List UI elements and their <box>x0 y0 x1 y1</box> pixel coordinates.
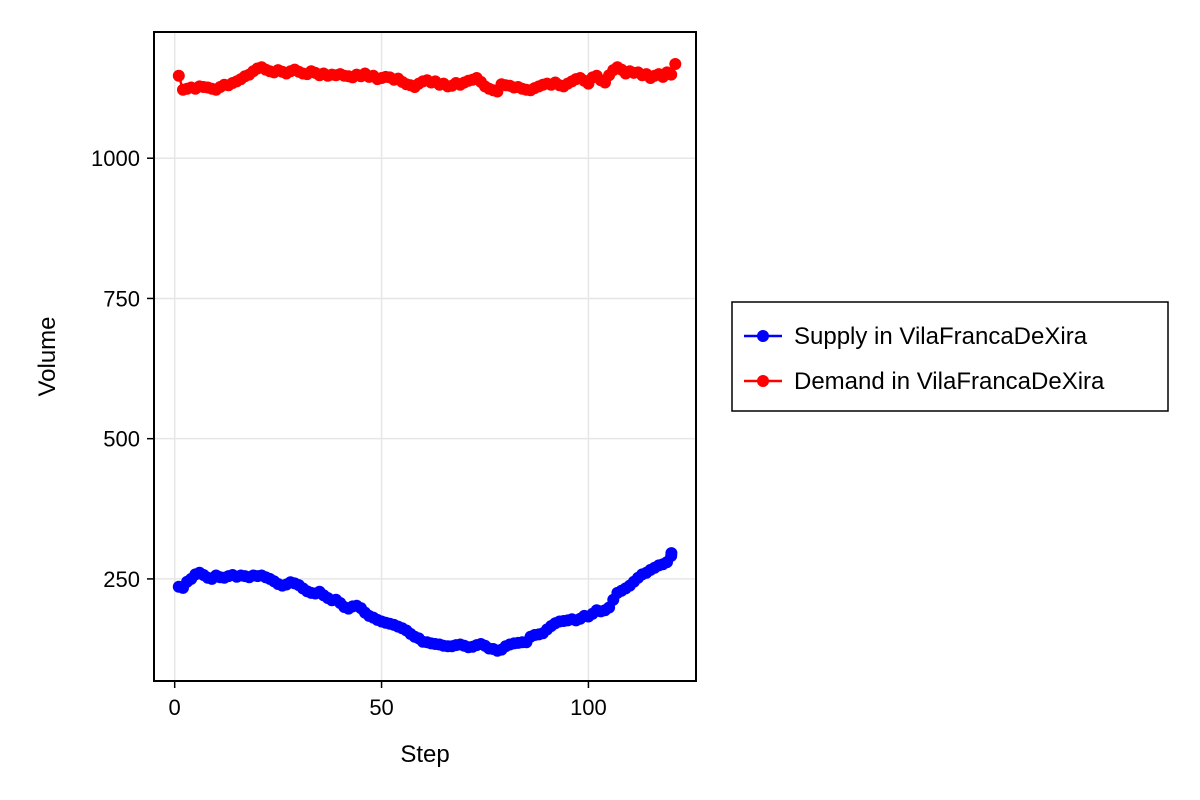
data-point <box>669 58 682 70</box>
series-supply <box>172 547 678 657</box>
x-axis-label: Step <box>400 741 449 768</box>
legend-item: Demand in VilaFrancaDeXira <box>744 368 1105 395</box>
y-axis-label: Volume <box>34 316 61 396</box>
series-demand <box>172 58 682 98</box>
data-point <box>172 69 185 82</box>
legend-box <box>731 301 1169 412</box>
y-tick-label: 250 <box>103 567 140 592</box>
series-line <box>178 553 673 653</box>
y-tick-label: 500 <box>103 427 140 452</box>
legend-label: Demand in VilaFrancaDeXira <box>794 368 1105 395</box>
x-tick-label: 100 <box>570 695 607 720</box>
grid <box>154 32 696 681</box>
legend-label: Supply in VilaFrancaDeXira <box>794 323 1088 350</box>
legend: Supply in VilaFrancaDeXira Demand in Vila… <box>731 301 1169 412</box>
data-point <box>665 547 678 560</box>
legend-item: Supply in VilaFrancaDeXira <box>744 323 1088 350</box>
ticks: 0 50 100 250 500 750 1000 <box>91 146 607 720</box>
y-tick-label: 750 <box>103 286 140 311</box>
plot-frame <box>153 31 697 682</box>
x-tick-label: 50 <box>369 695 393 720</box>
y-tick-label: 1000 <box>91 146 140 171</box>
legend-marker <box>757 375 769 387</box>
data-point <box>665 68 678 81</box>
legend-marker <box>757 330 769 342</box>
series-layer <box>172 58 682 657</box>
x-tick-label: 0 <box>169 695 181 720</box>
